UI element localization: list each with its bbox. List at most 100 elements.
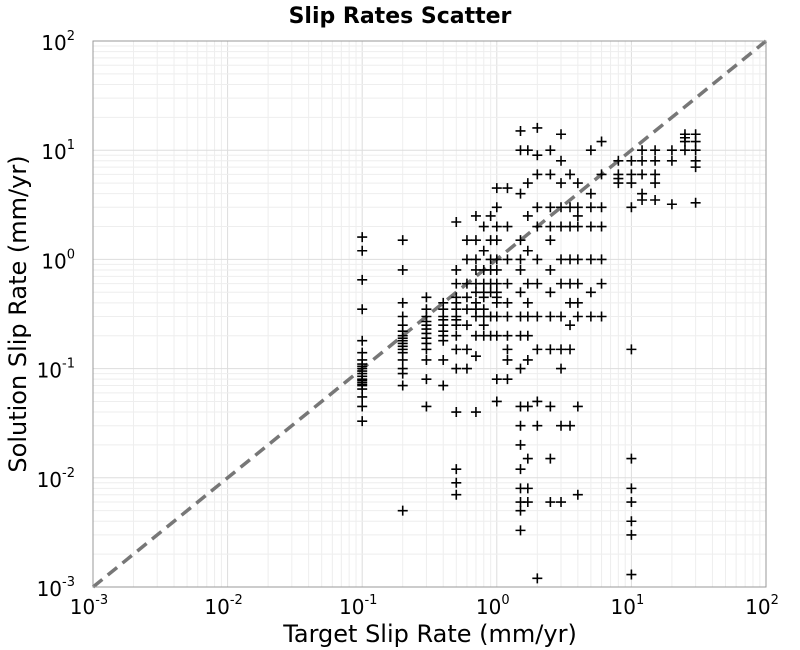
data-point bbox=[679, 145, 690, 156]
data-point bbox=[451, 217, 462, 228]
data-point bbox=[491, 396, 502, 407]
data-point bbox=[451, 264, 462, 275]
data-point bbox=[451, 489, 462, 500]
data-point bbox=[491, 330, 502, 341]
data-point bbox=[397, 264, 408, 275]
data-point bbox=[626, 155, 637, 166]
data-point bbox=[679, 136, 690, 147]
data-point bbox=[515, 420, 526, 431]
data-point bbox=[502, 354, 513, 365]
data-point bbox=[491, 254, 502, 265]
data-point bbox=[438, 380, 449, 391]
data-point bbox=[572, 210, 583, 221]
data-point bbox=[532, 420, 543, 431]
data-point bbox=[532, 221, 543, 232]
data-point bbox=[397, 235, 408, 246]
data-point bbox=[626, 483, 637, 494]
data-point bbox=[545, 287, 556, 298]
plot-frame bbox=[92, 40, 767, 588]
data-point bbox=[585, 254, 596, 265]
data-point bbox=[461, 254, 472, 265]
data-point bbox=[690, 145, 701, 156]
data-point bbox=[532, 150, 543, 161]
data-point bbox=[650, 194, 661, 205]
data-point bbox=[491, 264, 502, 275]
data-point bbox=[491, 183, 502, 194]
data-point bbox=[478, 292, 489, 303]
data-point bbox=[461, 344, 472, 355]
data-point bbox=[515, 125, 526, 136]
data-point bbox=[397, 354, 408, 365]
data-point bbox=[470, 254, 481, 265]
data-point bbox=[545, 235, 556, 246]
data-point bbox=[461, 235, 472, 246]
data-point bbox=[451, 278, 462, 289]
data-point bbox=[650, 169, 661, 180]
x-tick-label: 100 bbox=[476, 593, 510, 619]
data-point bbox=[421, 401, 432, 412]
chart-title: Slip Rates Scatter bbox=[289, 4, 512, 29]
data-point bbox=[515, 287, 526, 298]
data-point bbox=[502, 374, 513, 385]
data-point bbox=[556, 311, 567, 322]
data-point bbox=[690, 136, 701, 147]
data-point bbox=[556, 221, 567, 232]
data-point bbox=[515, 254, 526, 265]
data-point bbox=[502, 330, 513, 341]
data-point bbox=[572, 202, 583, 213]
data-point bbox=[502, 278, 513, 289]
y-tick-label: 10-3 bbox=[37, 575, 75, 601]
data-point bbox=[522, 210, 533, 221]
data-point bbox=[626, 169, 637, 180]
data-point bbox=[626, 453, 637, 464]
data-point bbox=[545, 264, 556, 275]
data-point bbox=[397, 297, 408, 308]
data-point bbox=[532, 202, 543, 213]
data-point bbox=[626, 178, 637, 189]
y-axis-label: Solution Slip Rate (mm/yr) bbox=[4, 155, 32, 472]
x-tick-label: 101 bbox=[611, 593, 645, 619]
data-point bbox=[515, 235, 526, 246]
data-point bbox=[690, 197, 701, 208]
x-tick-label: 10-1 bbox=[339, 593, 377, 619]
data-point bbox=[556, 344, 567, 355]
data-point bbox=[461, 278, 472, 289]
x-tick-label: 10-3 bbox=[70, 593, 108, 619]
data-point bbox=[545, 344, 556, 355]
y-tick-label: 102 bbox=[41, 29, 75, 55]
data-point bbox=[556, 254, 567, 265]
data-point bbox=[470, 351, 481, 362]
data-point bbox=[572, 297, 583, 308]
data-point bbox=[637, 194, 648, 205]
data-point bbox=[572, 254, 583, 265]
data-point bbox=[572, 278, 583, 289]
data-point bbox=[522, 245, 533, 256]
data-point bbox=[470, 210, 481, 221]
data-point bbox=[451, 477, 462, 488]
data-point bbox=[572, 401, 583, 412]
data-point bbox=[357, 391, 368, 402]
data-point bbox=[626, 569, 637, 580]
data-point bbox=[572, 489, 583, 500]
data-point bbox=[532, 122, 543, 133]
data-point bbox=[596, 221, 607, 232]
data-point bbox=[556, 497, 567, 508]
data-point bbox=[502, 311, 513, 322]
data-point bbox=[556, 202, 567, 213]
data-point bbox=[491, 374, 502, 385]
data-point bbox=[532, 311, 543, 322]
data-point bbox=[515, 264, 526, 275]
data-point bbox=[690, 162, 701, 173]
data-point bbox=[522, 354, 533, 365]
data-point bbox=[491, 297, 502, 308]
data-point bbox=[532, 169, 543, 180]
data-point bbox=[451, 330, 462, 341]
data-point bbox=[666, 199, 677, 210]
data-point bbox=[626, 497, 637, 508]
data-point bbox=[637, 145, 648, 156]
data-point bbox=[357, 245, 368, 256]
data-point bbox=[515, 525, 526, 536]
data-point bbox=[357, 232, 368, 243]
data-point bbox=[585, 221, 596, 232]
